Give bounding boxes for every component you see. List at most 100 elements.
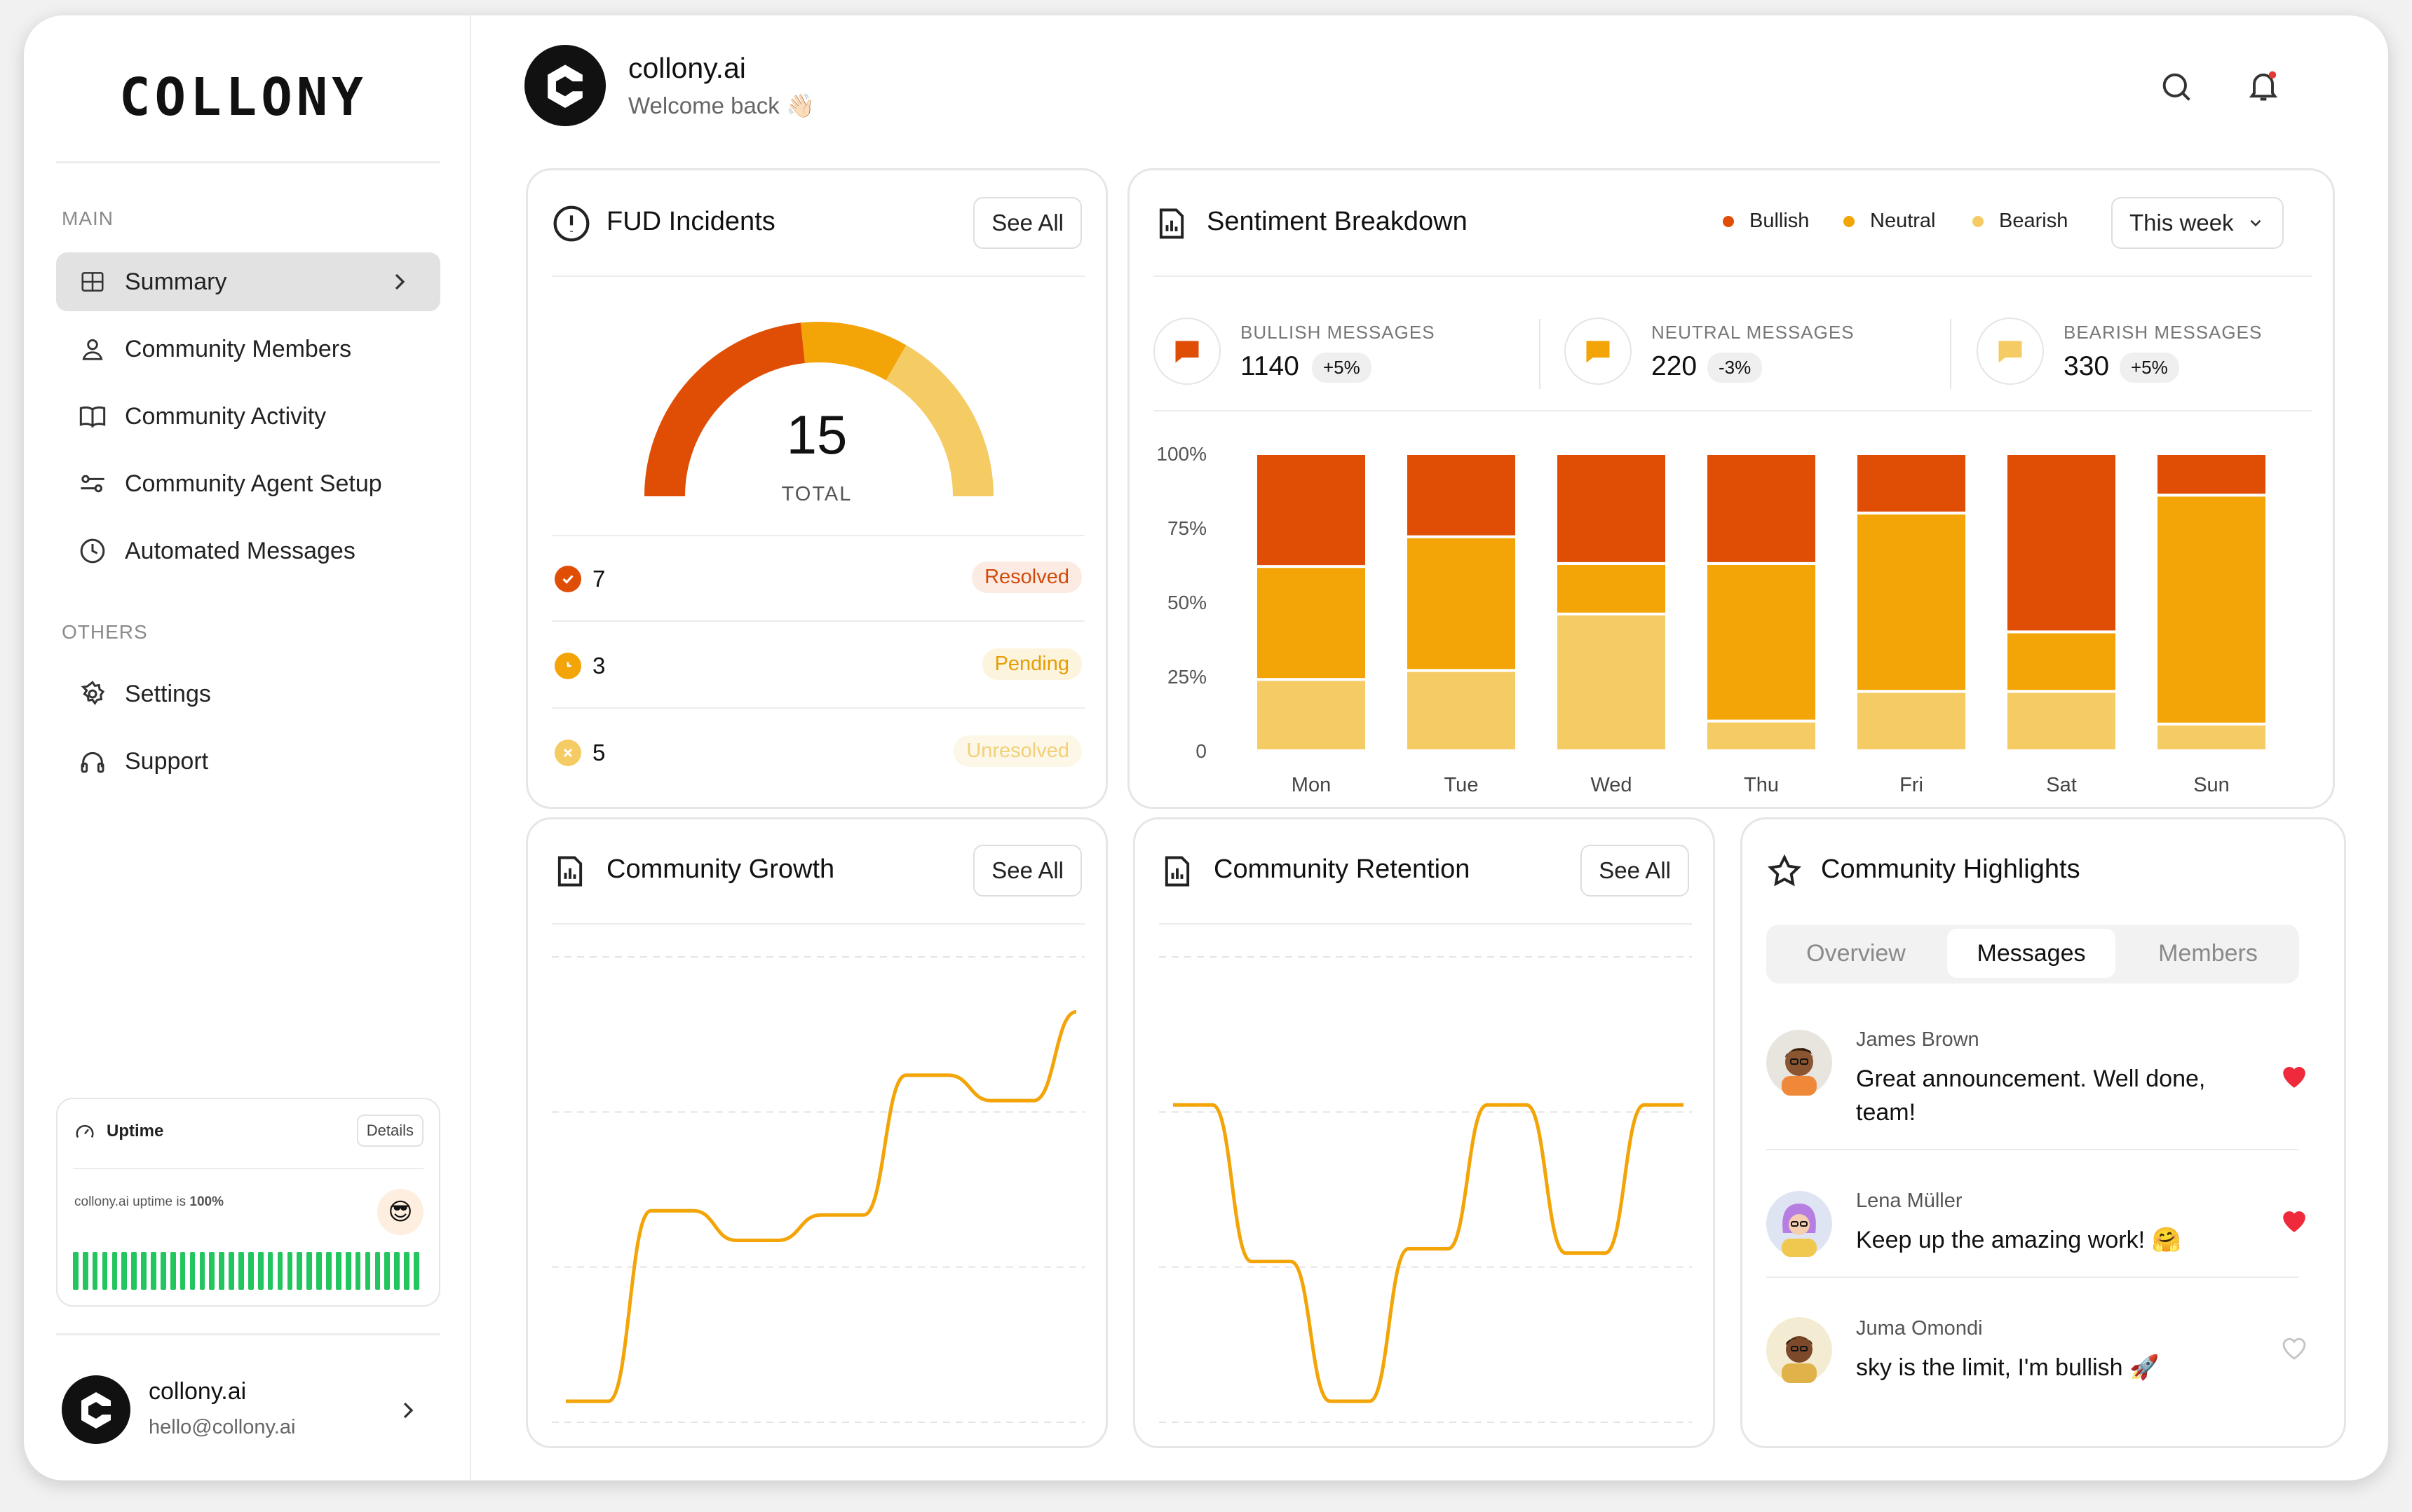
stat-change: +5% <box>1312 353 1371 383</box>
x-tick-label: Mon <box>1292 774 1331 796</box>
account-avatar[interactable] <box>62 1375 130 1444</box>
search-icon[interactable] <box>2158 69 2195 109</box>
bar-bearish <box>1554 612 1668 752</box>
card-title: Community Growth <box>607 854 835 884</box>
uptime-bar <box>82 1252 88 1290</box>
sliders-icon <box>77 468 108 499</box>
chevron-right-icon <box>386 268 414 302</box>
bar-neutral <box>1254 565 1368 681</box>
card-title: Community Highlights <box>1821 854 2080 884</box>
gauge-segment <box>800 322 907 381</box>
bar-bullish <box>1554 452 1668 565</box>
fud-count-unresolved: 5 <box>592 740 606 765</box>
uptime-bar <box>161 1252 166 1290</box>
uptime-bar <box>297 1252 303 1290</box>
highlights-tabs: Overview Messages Members <box>1766 925 2299 983</box>
book-icon <box>77 401 108 432</box>
divider <box>552 620 1085 622</box>
legend-label: Bearish <box>1999 210 2068 232</box>
bell-icon[interactable] <box>2245 67 2282 107</box>
community-retention-card: Community Retention See All <box>1133 817 1715 1448</box>
sidebar-item-label: Summary <box>125 268 227 295</box>
uptime-bar <box>92 1252 98 1290</box>
gear-icon <box>77 679 108 709</box>
bar-neutral <box>1855 511 1968 693</box>
bar-neutral <box>1554 561 1668 615</box>
uptime-bar <box>326 1252 332 1290</box>
alert-circle-icon <box>552 204 591 247</box>
period-select[interactable]: This week <box>2111 197 2284 249</box>
uptime-bar <box>141 1252 147 1290</box>
stat-change: +5% <box>2120 353 2179 383</box>
status-badge: Resolved <box>972 561 1082 593</box>
uptime-title: Uptime <box>107 1122 164 1140</box>
chevron-right-icon[interactable] <box>394 1396 422 1428</box>
uptime-bar <box>229 1252 234 1290</box>
account-email: hello@collony.ai <box>149 1416 296 1438</box>
chart-doc-icon <box>1153 205 1190 245</box>
gauge-segment <box>886 345 994 497</box>
uptime-bar <box>121 1252 128 1290</box>
see-all-button[interactable]: See All <box>973 845 1082 897</box>
heart-outline-icon[interactable] <box>2279 1334 2309 1367</box>
tab-messages[interactable]: Messages <box>1947 929 2115 978</box>
uptime-bar <box>199 1252 205 1290</box>
uptime-bar <box>238 1252 244 1290</box>
uptime-text-prefix: collony.ai uptime is <box>74 1194 190 1209</box>
retention-line-chart <box>1159 956 1692 1423</box>
divider <box>552 535 1085 536</box>
stat-value: 1140 <box>1240 351 1299 381</box>
gauge-segment <box>644 322 806 497</box>
series-line <box>1173 1103 1683 1403</box>
uptime-details-button[interactable]: Details <box>356 1115 424 1147</box>
sidebar-item-settings[interactable]: Settings <box>56 665 440 723</box>
section-others-label: OTHERS <box>62 621 148 643</box>
divider <box>552 275 1085 277</box>
sidebar-item-support[interactable]: Support <box>56 732 440 791</box>
sidebar: COLLONY MAIN Summary Community Members C… <box>24 15 471 1480</box>
bar-bullish <box>1254 452 1368 568</box>
x-tick-label: Fri <box>1899 774 1923 796</box>
see-all-button[interactable]: See All <box>973 197 1082 249</box>
uptime-text: collony.ai uptime is 100% <box>74 1194 224 1210</box>
sidebar-item-label: Community Activity <box>125 402 327 430</box>
x-tick-label: Sat <box>2046 774 2077 796</box>
sidebar-item-community-activity[interactable]: Community Activity <box>56 387 440 446</box>
status-badge: Pending <box>982 648 1082 680</box>
fud-incidents-card: FUD Incidents See All 15 TOTAL 7 Resolve… <box>526 168 1108 809</box>
x-tick-label: Sun <box>2193 774 2230 796</box>
tab-members[interactable]: Members <box>2158 939 2258 967</box>
uptime-bar <box>345 1252 351 1290</box>
divider <box>1153 275 2312 277</box>
message-text: Keep up the amazing work! 🤗 <box>1856 1227 2181 1253</box>
sidebar-item-summary[interactable]: Summary <box>56 252 440 311</box>
uptime-bar <box>287 1252 293 1290</box>
uptime-emoji: 😎 <box>377 1189 424 1235</box>
heart-filled-icon[interactable] <box>2279 1206 2309 1239</box>
uptime-bar <box>170 1252 176 1290</box>
message-icon <box>1977 318 2044 385</box>
fud-count-pending: 3 <box>592 653 606 679</box>
see-all-button[interactable]: See All <box>1580 845 1689 897</box>
community-highlights-card: Community Highlights Overview Messages M… <box>1740 817 2346 1448</box>
legend-dot <box>1723 215 1734 227</box>
bar-bearish <box>1855 690 1968 753</box>
divider <box>1766 1276 2299 1278</box>
sidebar-item-label: Automated Messages <box>125 537 355 564</box>
avatar <box>1766 1317 1832 1383</box>
divider <box>1766 1149 2299 1150</box>
user-icon <box>77 334 108 365</box>
sidebar-item-community-members[interactable]: Community Members <box>56 320 440 379</box>
star-icon <box>1766 853 1803 893</box>
sidebar-item-community-agent-setup[interactable]: Community Agent Setup <box>56 454 440 513</box>
tab-overview[interactable]: Overview <box>1806 939 1906 967</box>
heart-filled-icon[interactable] <box>2279 1062 2309 1095</box>
bar-bullish <box>1855 452 1968 515</box>
avatar <box>1766 1191 1832 1257</box>
uptime-bar <box>179 1252 186 1290</box>
divider <box>1159 923 1692 925</box>
card-title: Community Retention <box>1214 854 1470 884</box>
y-tick-label: 25% <box>1167 666 1207 688</box>
sidebar-item-automated-messages[interactable]: Automated Messages <box>56 522 440 580</box>
uptime-bar <box>73 1252 79 1290</box>
